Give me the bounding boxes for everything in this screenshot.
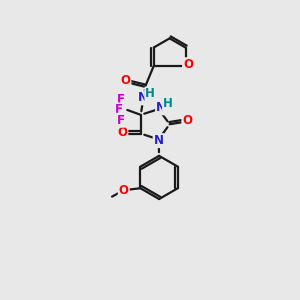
Text: O: O xyxy=(183,58,193,71)
Text: F: F xyxy=(116,93,124,106)
Text: O: O xyxy=(182,114,192,127)
Text: N: N xyxy=(154,134,164,147)
Text: N: N xyxy=(156,101,166,114)
Text: F: F xyxy=(115,103,123,116)
Text: N: N xyxy=(138,92,148,104)
Text: O: O xyxy=(119,184,129,197)
Text: O: O xyxy=(117,126,128,139)
Text: O: O xyxy=(121,74,130,87)
Text: H: H xyxy=(163,97,173,110)
Text: F: F xyxy=(116,114,124,127)
Text: H: H xyxy=(146,88,155,100)
